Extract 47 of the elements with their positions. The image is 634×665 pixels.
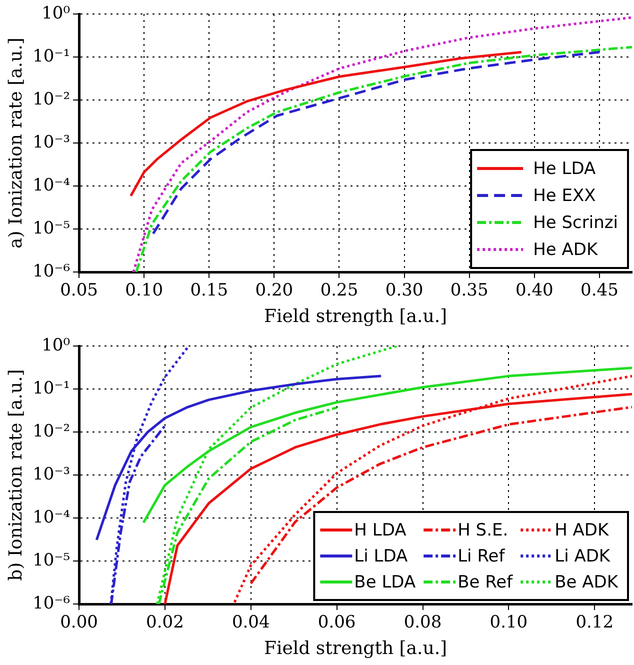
x-axis-title: Field strength [a.u.] xyxy=(264,306,448,327)
y-tick-label: 10⁻² xyxy=(32,421,70,442)
y-tick-label: 10⁻⁴ xyxy=(32,175,70,196)
y-tick-label: 10⁻⁶ xyxy=(32,261,70,282)
x-tick-label: 0.10 xyxy=(490,612,528,633)
y-tick-label: 10⁻⁵ xyxy=(32,550,70,570)
x-tick-label: 0.30 xyxy=(385,280,424,301)
x-tick-label: 0.10 xyxy=(125,280,164,301)
x-tick-label: 0.04 xyxy=(232,612,270,633)
legend-label: Be ADK xyxy=(554,572,619,592)
x-tick-label: 0.45 xyxy=(580,280,618,301)
legend-label: Be Ref xyxy=(458,572,514,592)
x-tick-label: 0.15 xyxy=(190,280,228,301)
legend-label: Li LDA xyxy=(354,546,408,566)
y-tick-label: 10⁻⁴ xyxy=(32,507,70,528)
legend-label: Li ADK xyxy=(554,546,611,566)
legend-label: H LDA xyxy=(354,520,407,540)
x-axis-title: Field strength [a.u.] xyxy=(264,638,448,659)
y-axis-title: a) Ionization rate [a.u.] xyxy=(5,38,26,248)
x-tick-label: 0.00 xyxy=(60,612,98,633)
y-tick-label: 10⁻³ xyxy=(32,132,70,152)
y-axis-title: b) Ionization rate [a.u.] xyxy=(5,369,26,581)
x-tick-label: 0.35 xyxy=(450,280,488,301)
legend-label: He EXX xyxy=(533,186,596,206)
legend-label: H S.E. xyxy=(458,520,508,540)
legend-label: Li Ref xyxy=(458,546,506,566)
y-tick-label: 10⁻⁵ xyxy=(32,218,70,238)
x-tick-label: 0.02 xyxy=(146,612,184,633)
x-tick-label: 0.06 xyxy=(318,612,356,633)
y-tick-label: 10⁰ xyxy=(42,335,70,356)
x-tick-label: 0.25 xyxy=(320,280,358,301)
y-tick-label: 10⁰ xyxy=(42,3,70,24)
y-tick-label: 10⁻¹ xyxy=(32,378,70,398)
y-tick-label: 10⁻⁶ xyxy=(32,593,70,614)
y-tick-label: 10⁻³ xyxy=(32,464,70,484)
y-tick-label: 10⁻¹ xyxy=(32,46,70,66)
legend-label: H ADK xyxy=(554,520,610,540)
legend-label: He ADK xyxy=(533,240,598,260)
legend-label: He Scrinzi xyxy=(533,212,618,233)
x-tick-label: 0.20 xyxy=(255,280,294,301)
x-tick-label: 0.12 xyxy=(576,612,614,633)
x-tick-label: 0.05 xyxy=(60,280,98,301)
legend-label: Be LDA xyxy=(354,572,416,592)
legend-label: He LDA xyxy=(533,158,596,179)
y-tick-label: 10⁻² xyxy=(32,89,70,110)
x-tick-label: 0.40 xyxy=(515,280,554,301)
x-tick-label: 0.08 xyxy=(404,612,442,633)
